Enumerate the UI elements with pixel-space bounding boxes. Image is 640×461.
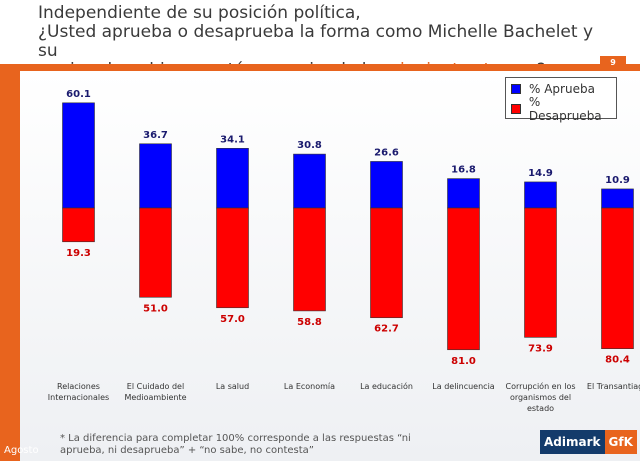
data-label-desaprueba: 57.0 [220, 314, 245, 325]
data-label-aprueba: 16.8 [451, 165, 476, 176]
footnote: * La diferencia para completar 100% corr… [60, 433, 460, 457]
data-label-aprueba: 60.1 [66, 89, 91, 100]
bar-aprueba [62, 102, 95, 209]
category-label: La delincuencia [432, 382, 495, 391]
data-label-aprueba: 30.8 [297, 140, 322, 151]
left-accent-strip [0, 71, 20, 461]
data-label-aprueba: 36.7 [143, 130, 168, 141]
data-label-desaprueba: 51.0 [143, 303, 168, 314]
bar-aprueba [216, 148, 249, 209]
category-label: Medioambiente [124, 393, 186, 402]
legend-swatch-desaprueba [511, 104, 521, 114]
bar-desaprueba [370, 207, 403, 319]
category-label: La salud [216, 382, 249, 391]
bar-desaprueba [216, 207, 249, 309]
logo-adimark: Adimark [540, 430, 605, 454]
legend-item-aprueba: % Aprueba [506, 80, 616, 98]
bar-aprueba [293, 153, 326, 209]
chart-legend: % Aprueba % Desaprueba [505, 77, 617, 123]
month-label: Agosto [4, 445, 39, 456]
data-label-desaprueba: 80.4 [605, 355, 630, 366]
logo-gfk: GfK [604, 430, 637, 454]
header-divider [0, 64, 640, 71]
title-line-1: Independiente de su posición política, [38, 3, 361, 23]
category-label: organismos del [510, 393, 571, 402]
data-label-desaprueba: 81.0 [451, 356, 476, 367]
category-label: El Transantiago [587, 382, 640, 391]
category-label: Corrupción en los [505, 381, 575, 391]
title-line-2: ¿Usted aprueba o desaprueba la forma com… [38, 22, 594, 61]
data-label-aprueba: 34.1 [220, 134, 245, 145]
category-label: Relaciones [57, 382, 100, 391]
category-label: Internacionales [48, 393, 109, 402]
legend-swatch-aprueba [511, 84, 521, 94]
category-label: La Economía [284, 382, 335, 391]
legend-item-desaprueba: % Desaprueba [506, 95, 616, 123]
bar-aprueba [139, 143, 172, 209]
chart-panel: 60.1 19.3 Relaciones Internacionales 36.7 51.… [20, 71, 640, 461]
page-number-badge: 9 [600, 56, 626, 70]
data-label-desaprueba: 58.8 [297, 317, 322, 328]
footnote-line-1: * La diferencia para completar 100% corr… [60, 433, 411, 444]
category-label: La educación [360, 381, 413, 391]
bar-chart: 60.1 19.3 Relaciones Internacionales 36.7 51.… [48, 89, 640, 413]
data-label-desaprueba: 62.7 [374, 324, 399, 335]
legend-label-desaprueba: % Desaprueba [528, 95, 602, 123]
data-label-desaprueba: 19.3 [66, 248, 91, 259]
category-label: El Cuidado del [127, 382, 184, 391]
bar-desaprueba [447, 207, 480, 351]
data-label-desaprueba: 73.9 [528, 343, 553, 354]
category-label: estado [527, 404, 554, 413]
bar-desaprueba [524, 207, 557, 338]
bar-aprueba [524, 181, 557, 209]
bar-desaprueba [601, 207, 634, 349]
bar-aprueba [447, 178, 480, 209]
bar-desaprueba [139, 207, 172, 298]
footnote-line-2: aprueba, ni desaprueba” + “no sabe, no c… [60, 445, 314, 456]
bar-desaprueba [62, 207, 95, 243]
bar-desaprueba [293, 207, 326, 312]
adimark-gfk-logo: Adimark GfK [540, 430, 637, 454]
data-label-aprueba: 10.9 [605, 175, 630, 186]
data-label-aprueba: 14.9 [528, 168, 553, 179]
legend-label-aprueba: % Aprueba [529, 82, 595, 96]
data-label-aprueba: 26.6 [374, 147, 399, 158]
bar-aprueba [370, 161, 403, 209]
bar-aprueba [601, 188, 634, 209]
